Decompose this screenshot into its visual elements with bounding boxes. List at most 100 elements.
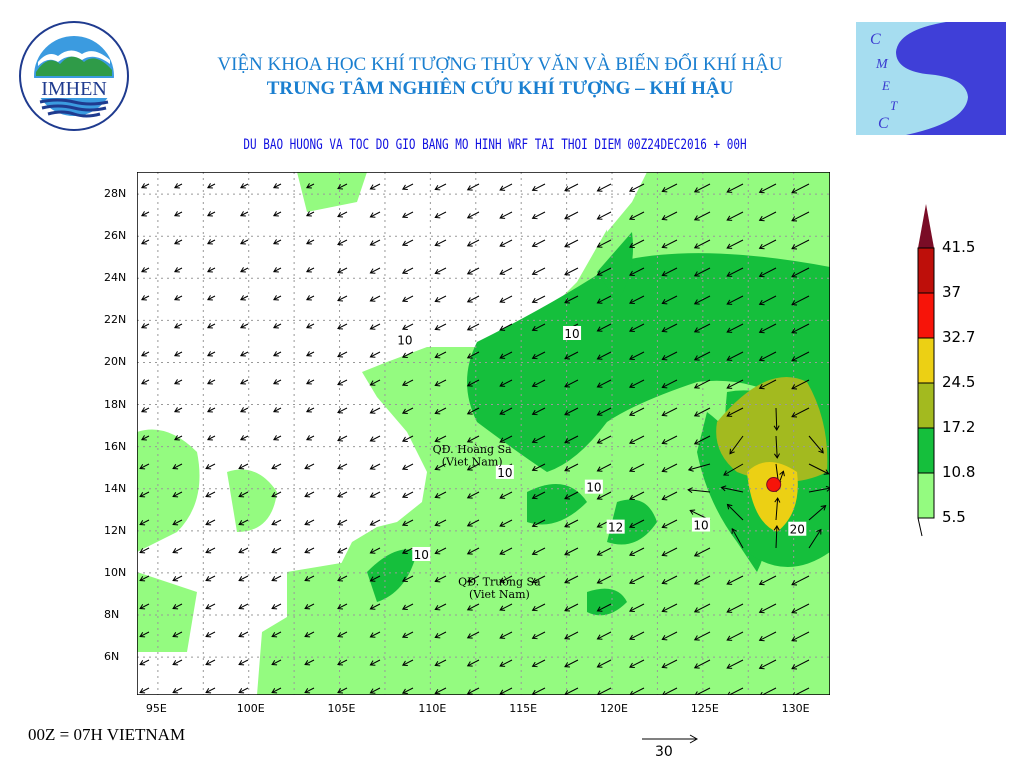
lat-tick-label: 8N xyxy=(104,608,120,622)
wind-arrow xyxy=(141,239,150,245)
wind-arrow xyxy=(726,351,744,361)
wind-arrow xyxy=(271,491,282,498)
wind-arrow xyxy=(240,295,249,301)
wind-arrow xyxy=(273,183,282,189)
wind-arrow xyxy=(628,575,645,585)
wind-arrow xyxy=(693,183,711,193)
wind-arrow xyxy=(401,407,414,415)
wind-arrow xyxy=(791,659,810,670)
wind-arrow xyxy=(434,659,447,667)
wind-arrow xyxy=(304,631,315,638)
wind-arrow xyxy=(401,295,414,303)
wind-arrow xyxy=(434,519,447,527)
wind-arrow xyxy=(273,239,282,245)
wind-arrow xyxy=(596,547,612,556)
wind-arrow xyxy=(434,239,447,247)
wind-arrow xyxy=(271,575,282,582)
wind-arrow xyxy=(564,491,579,500)
wind-arrow xyxy=(628,407,645,417)
wind-arrow xyxy=(531,323,546,332)
wind-arrow xyxy=(628,547,645,557)
wind-arrow xyxy=(693,435,711,445)
wind-arrow xyxy=(791,631,810,642)
wind-arrow xyxy=(337,659,348,666)
wind-arrow xyxy=(596,351,612,360)
wind-arrow xyxy=(273,211,282,217)
wind-arrow xyxy=(306,267,315,273)
wind-arrow xyxy=(172,491,183,498)
lon-tick-label: 110E xyxy=(418,702,447,715)
wind-arrow xyxy=(401,547,414,555)
wind-arrow xyxy=(238,603,249,610)
wind-arrow xyxy=(499,575,513,583)
wind-arrow xyxy=(792,687,810,695)
wind-arrow xyxy=(369,379,381,386)
wind-arrow xyxy=(596,183,612,192)
wind-arrow xyxy=(531,239,546,248)
wind-arrow xyxy=(564,407,579,416)
wind-arrow xyxy=(499,435,513,443)
wind-arrow xyxy=(720,485,744,493)
wind-arrow xyxy=(564,659,579,668)
wind-arrow xyxy=(499,211,513,219)
wind-arrow xyxy=(205,687,216,694)
svg-text:E: E xyxy=(881,78,890,93)
contour-label: 12 xyxy=(608,521,623,535)
wind-arrow xyxy=(687,487,711,494)
wind-arrow xyxy=(174,239,183,245)
colorbar-level-label: 17.2 xyxy=(942,418,976,436)
lat-tick-label: 16N xyxy=(104,439,127,453)
wind-arrow xyxy=(238,519,249,526)
wind-arrow xyxy=(628,351,645,361)
wind-arrow xyxy=(172,603,183,610)
wind-arrow xyxy=(401,435,414,443)
contour-label-box xyxy=(788,521,807,536)
wind-arrow xyxy=(205,463,216,470)
wind-arrow xyxy=(306,351,315,357)
contour-label: 10 xyxy=(397,333,412,347)
wind-arrow xyxy=(401,463,414,471)
wind-arrow xyxy=(205,603,216,610)
wind-arrow xyxy=(628,323,645,333)
wind-arrow xyxy=(205,491,216,498)
wind-arrow xyxy=(628,491,645,501)
wind-arrow xyxy=(531,211,546,220)
wind-arrow xyxy=(726,503,744,521)
wind-arrow xyxy=(271,519,282,526)
wind-arrow xyxy=(687,463,711,472)
wind-arrow xyxy=(205,575,216,582)
wind-arrow xyxy=(596,295,612,304)
wind-arrow xyxy=(531,519,546,528)
wind-arrow xyxy=(596,463,612,472)
wind-arrow xyxy=(499,491,513,499)
wind-arrow xyxy=(174,295,183,301)
wind-arrow xyxy=(661,323,678,333)
wind-arrow xyxy=(273,407,282,413)
wind-arrow xyxy=(628,631,645,641)
wind-arrow xyxy=(531,435,546,444)
wind-arrow xyxy=(207,351,216,357)
wind-arrow xyxy=(466,351,480,359)
wind-arrow xyxy=(304,463,315,470)
wind-arrow xyxy=(207,183,216,189)
wind-arrow xyxy=(369,603,381,610)
wind-arrow xyxy=(466,659,480,667)
wind-arrow xyxy=(661,267,678,277)
wind-arrow xyxy=(628,239,645,249)
wind-arrow xyxy=(596,407,612,416)
wind-arrow xyxy=(240,435,249,441)
wind-arrow xyxy=(661,547,678,557)
wind-arrow xyxy=(172,659,183,666)
wind-arrow xyxy=(564,267,579,276)
wind-arrow xyxy=(661,631,678,641)
wind-arrow xyxy=(661,575,678,585)
wind-arrow xyxy=(499,603,513,611)
wind-arrow xyxy=(238,575,249,582)
wind-arrow xyxy=(434,463,447,471)
wind-arrow xyxy=(726,379,744,389)
wind-arrow xyxy=(466,491,480,499)
wind-arrow xyxy=(238,659,249,666)
wind-arrow xyxy=(661,379,678,389)
wind-arrow xyxy=(369,631,381,638)
